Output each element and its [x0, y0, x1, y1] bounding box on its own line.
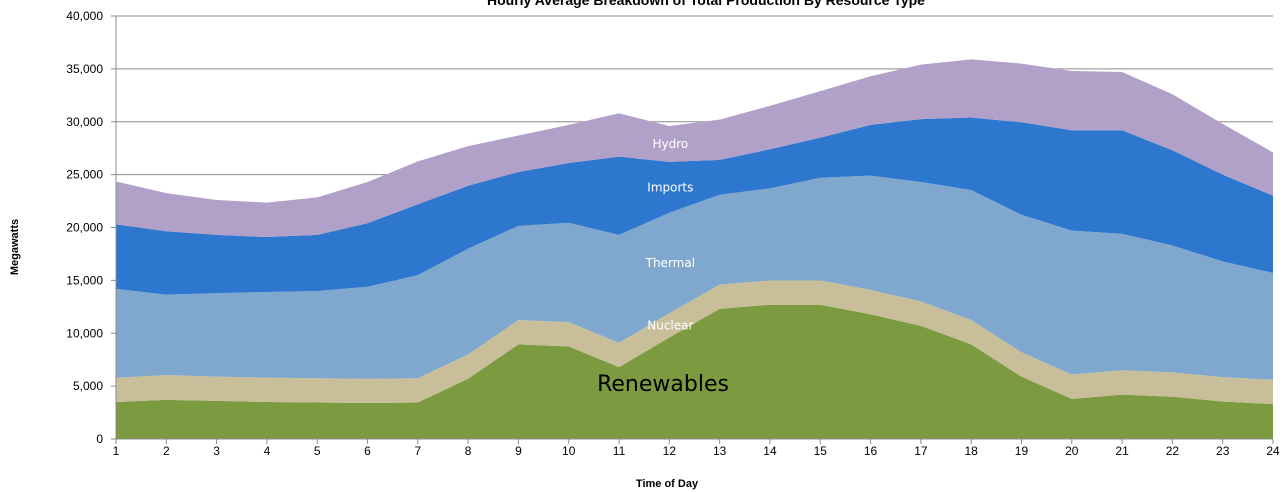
y-tick-label: 40,000: [66, 9, 103, 23]
x-tick-label: 22: [1166, 444, 1180, 458]
area-nuclear: [116, 280, 1273, 405]
x-tick-label: 6: [364, 444, 371, 458]
y-tick-label: 25,000: [66, 168, 103, 182]
y-axis-title: Megawatts: [9, 219, 21, 275]
x-tick-label: 12: [663, 444, 677, 458]
series-label-imports: Imports: [647, 180, 693, 194]
x-axis-title: Time of Day: [636, 478, 699, 490]
x-tick-label: 4: [264, 444, 271, 458]
series-label-nuclear: Nuclear: [647, 318, 693, 332]
x-tick-label: 14: [763, 444, 777, 458]
x-tick-label: 1: [113, 444, 120, 458]
x-tick-label: 8: [465, 444, 472, 458]
x-tick-label: 23: [1216, 444, 1230, 458]
series-label-thermal: Thermal: [645, 256, 695, 270]
series-labels: Renewables Nuclear Thermal Imports Hydro: [597, 137, 729, 397]
x-tick-labels: 1 2 3 4 5 6 7 8 9 10 11 12 13 14 15 16 17 18 19 20 21 22 23 24: [113, 444, 1280, 458]
y-tick-label: 10,000: [66, 326, 103, 340]
x-tick-label: 2: [163, 444, 170, 458]
stacked-areas: [116, 59, 1273, 439]
x-tick-label: 19: [1015, 444, 1029, 458]
series-label-hydro: Hydro: [652, 137, 688, 151]
y-tick-label: 5,000: [73, 379, 103, 393]
x-tick-label: 5: [314, 444, 321, 458]
axes: [111, 15, 1274, 444]
x-tick-label: 11: [613, 444, 626, 458]
x-tick-label: 20: [1065, 444, 1079, 458]
area-thermal: [116, 175, 1273, 380]
area-hydro: [116, 59, 1273, 238]
y-tick-label: 20,000: [66, 221, 103, 235]
y-tick-label: 35,000: [66, 62, 103, 76]
x-tick-label: 10: [562, 444, 576, 458]
x-tick-label: 21: [1115, 444, 1129, 458]
x-tick-label: 9: [515, 444, 522, 458]
x-tick-label: 16: [864, 444, 878, 458]
y-tick-labels: 0 5,000 10,000 15,000 20,000 25,000 30,000 35,0…: [66, 9, 103, 446]
y-tick-label: 15,000: [66, 273, 103, 287]
series-label-renewables: Renewables: [597, 372, 729, 397]
x-tick-label: 18: [964, 444, 978, 458]
x-tick-label: 17: [914, 444, 928, 458]
x-tick-label: 3: [213, 444, 220, 458]
x-tick-label: 24: [1266, 444, 1280, 458]
area-imports: [116, 117, 1273, 295]
chart-title: Hourly Average Breakdown of Total Produc…: [487, 0, 925, 8]
y-tick-label: 0: [96, 432, 103, 446]
x-tick-label: 15: [814, 444, 828, 458]
x-tick-label: 13: [713, 444, 727, 458]
y-tick-label: 30,000: [66, 115, 103, 129]
x-tick-label: 7: [414, 444, 421, 458]
area-renewables: [116, 304, 1273, 439]
